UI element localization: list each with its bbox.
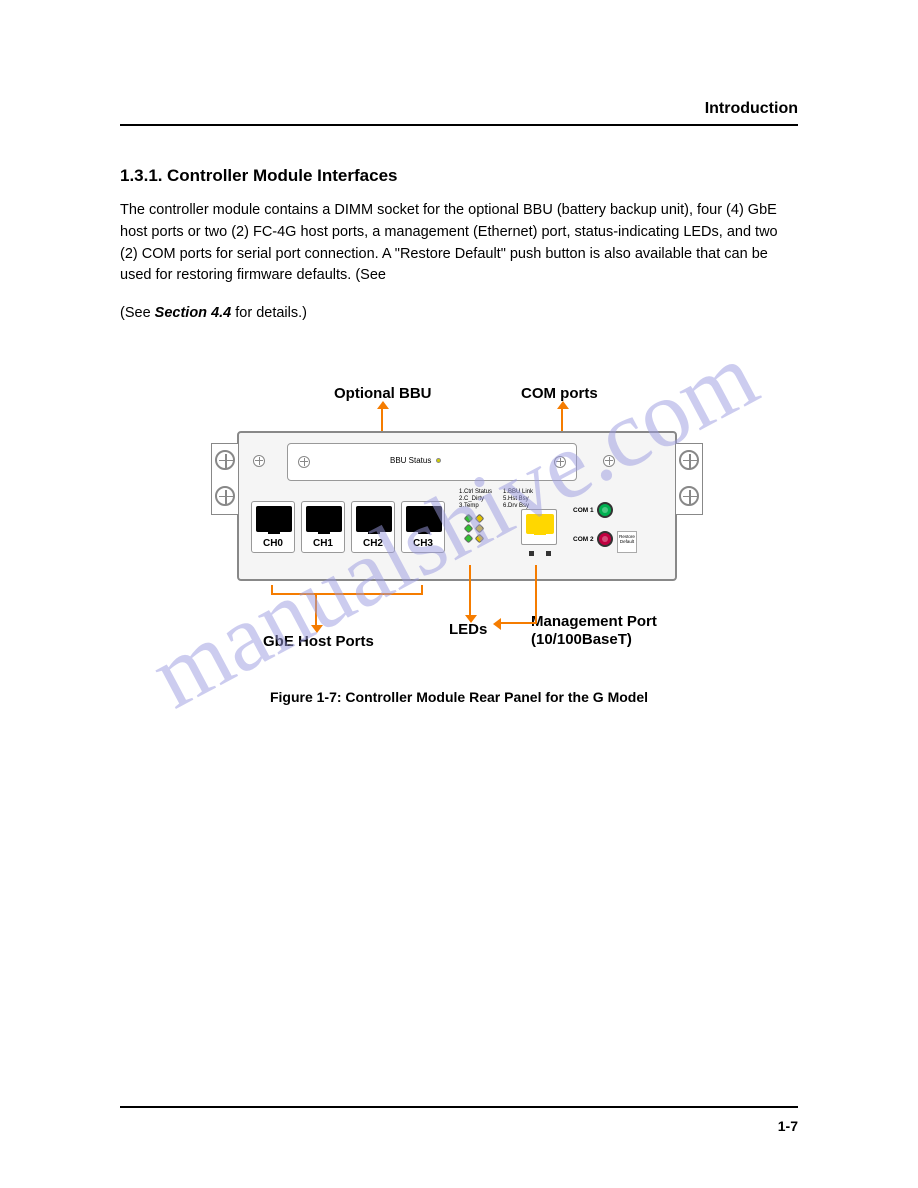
port-ch0: CH0 bbox=[251, 501, 295, 553]
label-gbe: GbE Host Ports bbox=[263, 633, 374, 650]
bbu-slot: BBU Status bbox=[287, 443, 577, 481]
com1-port bbox=[597, 502, 613, 518]
arrow-gbe-bracket-r bbox=[421, 585, 423, 593]
screw-icon bbox=[298, 456, 310, 468]
port-ch1-label: CH1 bbox=[302, 538, 344, 549]
arrow-com-head bbox=[557, 401, 569, 409]
mgmt-speed-indicator bbox=[529, 551, 551, 558]
arrow-gbe-v bbox=[315, 595, 317, 629]
header-rule bbox=[120, 124, 798, 126]
led-text-col1: 1.Ctrl Status 2.C_Dirty 3.Temp bbox=[459, 489, 492, 511]
arrow-mgmt-head bbox=[493, 618, 501, 630]
led-text-col2: 1.BBU Link 5.Hst Bsy 6.Drv Bsy bbox=[503, 489, 533, 511]
page-number: 1-7 bbox=[778, 1118, 798, 1134]
arrow-gbe-bracket-h bbox=[271, 593, 423, 595]
see-prefix: (See bbox=[120, 305, 155, 321]
screw-icon bbox=[554, 456, 566, 468]
port-ch1: CH1 bbox=[301, 501, 345, 553]
port-ch3: CH3 bbox=[401, 501, 445, 553]
screw-icon bbox=[603, 455, 615, 467]
com2-port bbox=[597, 531, 613, 547]
port-ch0-label: CH0 bbox=[252, 538, 294, 549]
label-mgmt-line1: Management Port bbox=[531, 613, 657, 631]
bbu-status-led bbox=[436, 458, 441, 463]
figure: Optional BBU COM ports BBU Status bbox=[189, 359, 729, 669]
section-heading: 1.3.1. Controller Module Interfaces bbox=[120, 166, 798, 186]
arrow-gbe-bracket-l bbox=[271, 585, 273, 593]
see-ref: Section 4.4 bbox=[155, 305, 232, 321]
port-ch2-label: CH2 bbox=[352, 538, 394, 549]
screw-icon bbox=[215, 450, 235, 470]
device-panel: BBU Status CH0 CH1 CH2 bbox=[237, 431, 677, 581]
mgmt-port bbox=[521, 509, 557, 545]
label-leds: LEDs bbox=[449, 621, 487, 638]
page-header: Introduction bbox=[120, 100, 798, 118]
mount-plate-left bbox=[211, 443, 239, 515]
label-mgmt-line2: (10/100BaseT) bbox=[531, 631, 657, 649]
restore-default-button: Restore Default bbox=[617, 531, 637, 553]
screw-icon bbox=[679, 450, 699, 470]
section-number: 1.3.1. bbox=[120, 166, 163, 185]
section-paragraph: The controller module contains a DIMM so… bbox=[120, 200, 798, 287]
port-ch3-label: CH3 bbox=[402, 538, 444, 549]
arrow-leds-head bbox=[465, 615, 477, 623]
arrow-leds-v bbox=[469, 565, 471, 619]
led-dots bbox=[465, 515, 483, 545]
port-ch2: CH2 bbox=[351, 501, 395, 553]
screw-icon bbox=[679, 486, 699, 506]
arrow-gbe-head bbox=[311, 625, 323, 633]
footer-rule bbox=[120, 1106, 798, 1108]
arrow-mgmt-h bbox=[499, 622, 537, 624]
arrow-bbu-head bbox=[377, 401, 389, 409]
screw-icon bbox=[215, 486, 235, 506]
see-suffix: for details.) bbox=[231, 305, 307, 321]
gbe-ports-row: CH0 CH1 CH2 CH3 bbox=[251, 501, 445, 553]
label-com: COM ports bbox=[521, 385, 598, 402]
arrow-mgmt-v bbox=[535, 565, 537, 623]
com2-label: COM 2 bbox=[573, 536, 594, 543]
mount-plate-right bbox=[675, 443, 703, 515]
section-title: Controller Module Interfaces bbox=[167, 166, 397, 185]
led-block: 1.Ctrl Status 2.C_Dirty 3.Temp 1.BBU Lin… bbox=[459, 489, 575, 559]
see-section: (See Section 4.4 for details.) bbox=[120, 303, 798, 325]
screw-icon bbox=[253, 455, 265, 467]
label-mgmt: Management Port (10/100BaseT) bbox=[531, 613, 657, 649]
com1-label: COM 1 bbox=[573, 507, 594, 514]
figure-caption: Figure 1-7: Controller Module Rear Panel… bbox=[120, 689, 798, 705]
bbu-status-label: BBU Status bbox=[390, 456, 431, 465]
label-bbu: Optional BBU bbox=[334, 385, 432, 402]
